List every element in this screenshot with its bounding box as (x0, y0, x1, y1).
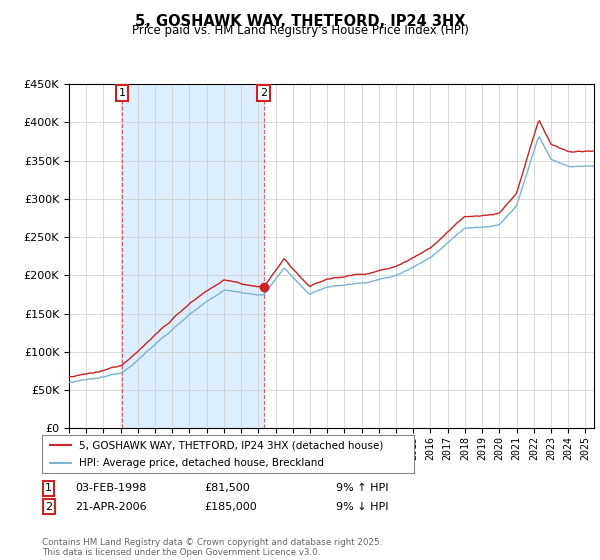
Text: 2: 2 (45, 502, 52, 512)
Text: HPI: Average price, detached house, Breckland: HPI: Average price, detached house, Brec… (79, 458, 324, 468)
Text: 5, GOSHAWK WAY, THETFORD, IP24 3HX: 5, GOSHAWK WAY, THETFORD, IP24 3HX (135, 14, 465, 29)
Text: £185,000: £185,000 (204, 502, 257, 512)
Text: 03-FEB-1998: 03-FEB-1998 (75, 483, 146, 493)
Text: £81,500: £81,500 (204, 483, 250, 493)
Text: Contains HM Land Registry data © Crown copyright and database right 2025.
This d: Contains HM Land Registry data © Crown c… (42, 538, 382, 557)
Text: 21-APR-2006: 21-APR-2006 (75, 502, 146, 512)
Text: 5, GOSHAWK WAY, THETFORD, IP24 3HX (detached house): 5, GOSHAWK WAY, THETFORD, IP24 3HX (deta… (79, 440, 383, 450)
Text: Price paid vs. HM Land Registry's House Price Index (HPI): Price paid vs. HM Land Registry's House … (131, 24, 469, 37)
Text: 1: 1 (119, 88, 125, 98)
Text: 2: 2 (260, 88, 267, 98)
Bar (122, 84, 263, 428)
Text: 9% ↑ HPI: 9% ↑ HPI (336, 483, 389, 493)
Text: 9% ↓ HPI: 9% ↓ HPI (336, 502, 389, 512)
Text: 1: 1 (45, 483, 52, 493)
